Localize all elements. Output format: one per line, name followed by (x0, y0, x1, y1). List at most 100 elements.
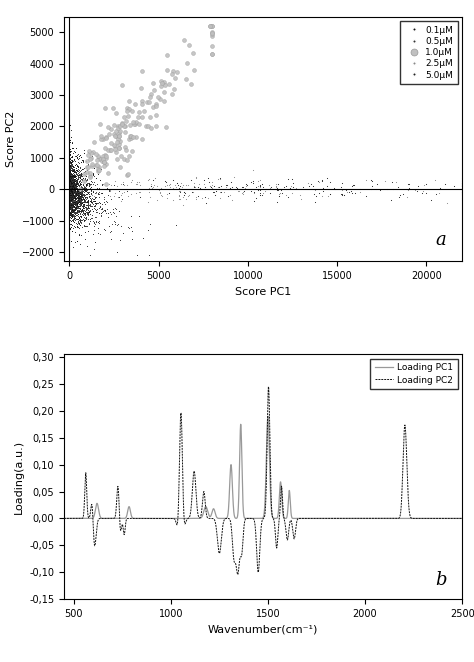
Point (66, 207, 73, 218)
Point (73, 184, 81, 195)
Point (71, 199, 78, 209)
5.0μM (351, 180, 358, 191)
0.1μM (74, 193, 82, 204)
Point (84, 174, 91, 185)
0.5μM (81, 145, 88, 156)
Point (82, 194, 90, 205)
Point (68, 216, 75, 226)
Point (84, 159, 92, 169)
0.5μM (78, 175, 86, 186)
Point (67, 189, 74, 200)
Point (73, 175, 80, 186)
0.5μM (78, 199, 85, 209)
1.0μM (88, 159, 95, 169)
0.1μM (66, 189, 74, 200)
0.1μM (70, 172, 77, 183)
1.0μM (115, 130, 123, 141)
0.1μM (66, 223, 74, 234)
2.5μM (238, 187, 246, 198)
0.5μM (74, 157, 82, 167)
Point (67, 157, 74, 167)
Point (70, 169, 78, 180)
Point (79, 188, 86, 199)
0.1μM (73, 189, 81, 199)
0.1μM (76, 186, 84, 197)
5.0μM (458, 187, 466, 198)
Point (66, 165, 73, 175)
2.5μM (155, 185, 163, 195)
0.5μM (69, 173, 76, 184)
0.5μM (94, 222, 101, 233)
Point (77, 193, 85, 204)
0.5μM (69, 173, 76, 183)
0.1μM (67, 195, 74, 205)
Point (80, 191, 88, 201)
2.5μM (315, 177, 323, 188)
Point (70, 197, 77, 207)
0.5μM (84, 184, 91, 195)
Point (66, 193, 74, 204)
0.5μM (72, 194, 80, 205)
Point (110, 216, 118, 226)
0.1μM (68, 184, 75, 195)
Point (92, 216, 100, 227)
0.5μM (73, 207, 80, 218)
0.5μM (68, 219, 76, 230)
Point (73, 206, 80, 216)
1.0μM (102, 150, 109, 161)
Point (65, 185, 73, 196)
0.1μM (65, 224, 73, 235)
Point (66, 163, 74, 173)
0.1μM (72, 163, 80, 173)
Point (67, 195, 74, 205)
0.1μM (81, 199, 88, 209)
Point (71, 211, 79, 222)
0.5μM (73, 203, 81, 213)
Point (82, 185, 89, 195)
0.5μM (70, 167, 77, 178)
0.5μM (80, 208, 88, 218)
Point (82, 208, 89, 218)
0.1μM (66, 189, 73, 200)
Point (74, 185, 82, 196)
Point (69, 185, 76, 195)
Point (68, 194, 76, 205)
Point (75, 206, 83, 216)
0.5μM (118, 194, 126, 205)
Point (67, 180, 74, 191)
Point (91, 199, 99, 210)
0.5μM (66, 183, 73, 193)
Point (80, 164, 87, 175)
Point (66, 173, 74, 183)
0.1μM (77, 212, 84, 222)
0.5μM (80, 210, 87, 220)
Point (78, 205, 85, 215)
Point (67, 185, 75, 195)
Point (67, 191, 74, 202)
5.0μM (348, 181, 356, 191)
2.5μM (106, 185, 114, 195)
1.0μM (126, 103, 133, 114)
Point (69, 187, 76, 198)
Point (69, 168, 76, 179)
Point (66, 187, 73, 197)
Point (71, 186, 78, 197)
Point (72, 203, 80, 213)
Point (71, 197, 79, 208)
0.5μM (92, 207, 100, 218)
0.5μM (73, 150, 81, 161)
0.1μM (66, 199, 74, 210)
Point (75, 214, 83, 225)
5.0μM (376, 185, 384, 196)
Point (66, 192, 74, 203)
Point (66, 179, 74, 189)
Point (79, 183, 87, 193)
Point (75, 193, 83, 203)
Point (87, 194, 95, 205)
5.0μM (415, 180, 422, 191)
2.5μM (177, 177, 185, 188)
Point (68, 175, 75, 186)
Point (75, 187, 83, 198)
Point (80, 193, 88, 204)
0.1μM (73, 197, 80, 208)
